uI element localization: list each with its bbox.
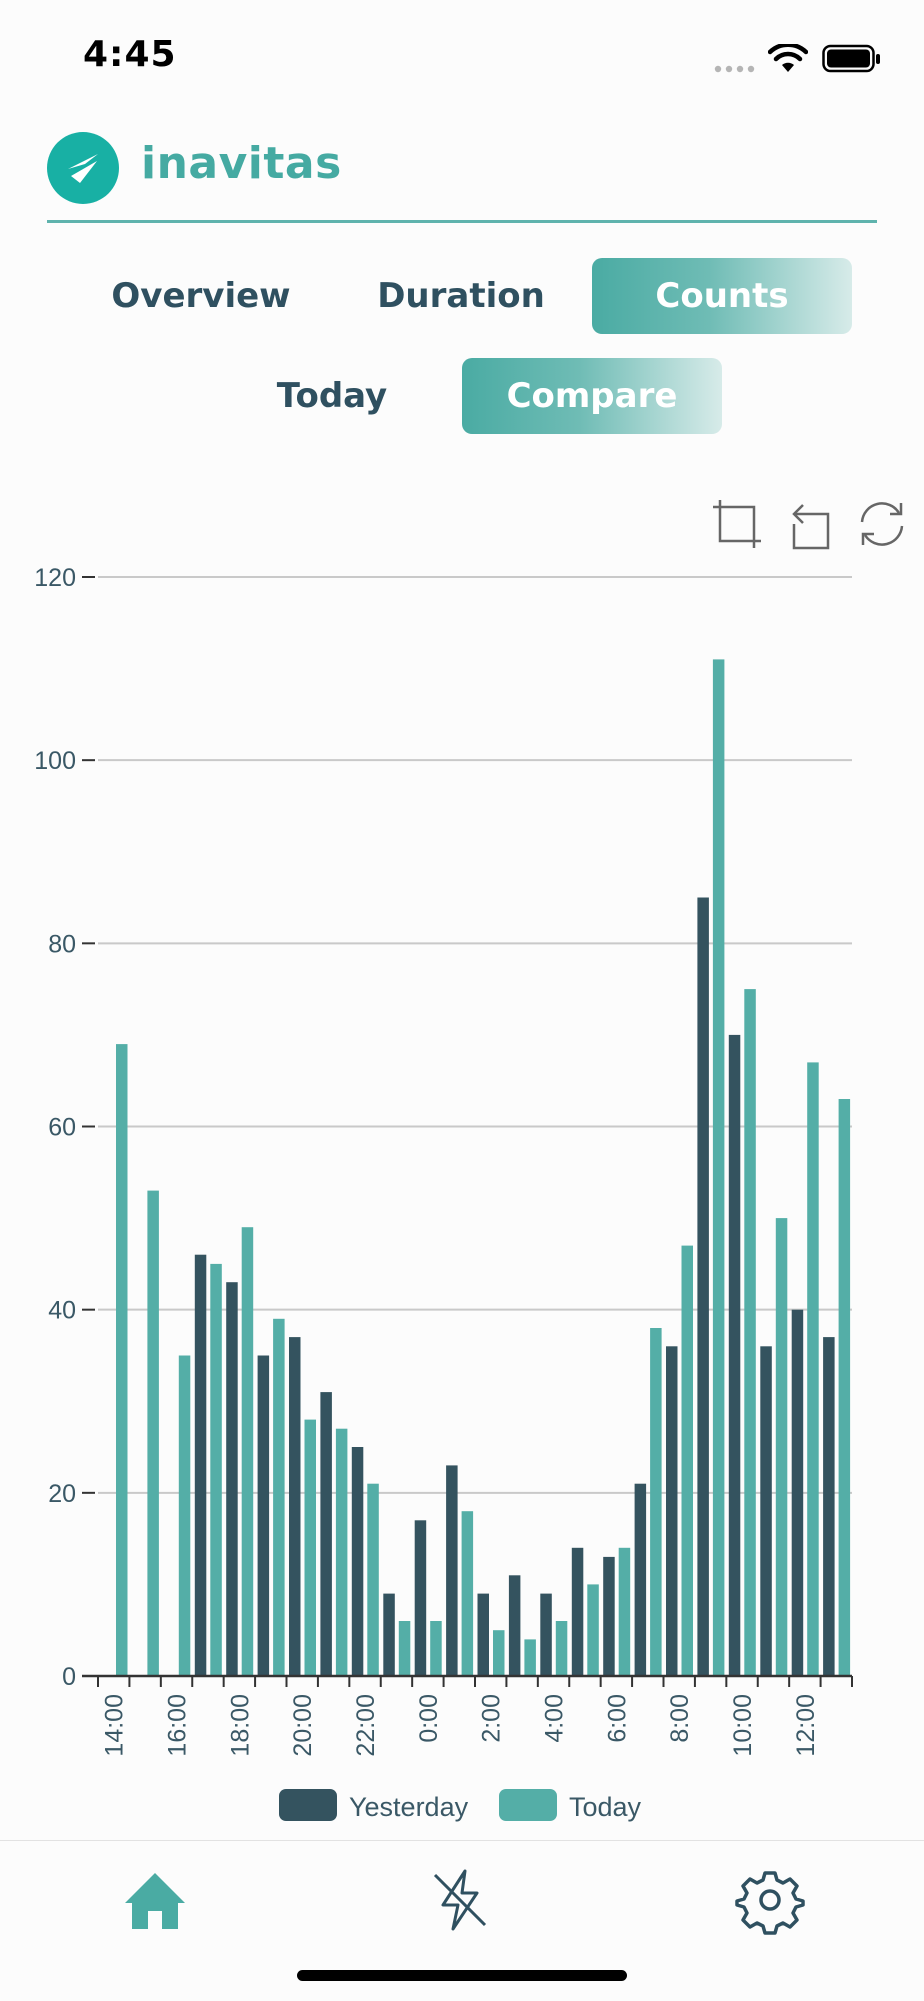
bar-yesterday[interactable] — [666, 1346, 678, 1676]
status-time: 4:45 — [83, 34, 177, 75]
x-tick-label: 10:00 — [729, 1694, 757, 1757]
y-tick-label: 0 — [62, 1663, 76, 1691]
app-header: inavitas — [0, 110, 924, 223]
y-tick-label: 60 — [48, 1114, 76, 1142]
battery-icon — [822, 44, 880, 73]
bar-yesterday[interactable] — [289, 1337, 301, 1676]
subtab-compare[interactable]: Compare — [462, 358, 722, 434]
bar-today[interactable] — [807, 1062, 819, 1676]
bar-yesterday[interactable] — [383, 1593, 395, 1676]
bar-yesterday[interactable] — [791, 1309, 804, 1676]
restore-icon[interactable] — [854, 496, 910, 552]
legend-label-yesterday[interactable]: Yesterday — [349, 1792, 469, 1822]
y-tick-label: 100 — [34, 747, 76, 775]
status-bar: 4:45 — [0, 0, 924, 110]
y-tick-label: 120 — [34, 564, 76, 592]
bar-series — [116, 659, 851, 1677]
bar-today[interactable] — [210, 1263, 222, 1676]
grid-lines — [98, 576, 852, 1494]
bar-today[interactable] — [493, 1630, 505, 1676]
bar-yesterday[interactable] — [351, 1447, 364, 1676]
bar-yesterday[interactable] — [728, 1034, 741, 1676]
bar-today[interactable] — [367, 1483, 379, 1676]
x-tick-label: 4:00 — [541, 1694, 569, 1743]
x-axis: 14:00 16:00 18:00 20:00 22:00 0:00 2:00 4:00 6:0… — [82, 1674, 853, 1757]
paper-plane-icon — [68, 154, 98, 183]
x-tick-label: 6:00 — [603, 1694, 631, 1743]
app-logo — [47, 132, 119, 204]
bar-today[interactable] — [775, 1218, 788, 1676]
bar-today[interactable] — [555, 1621, 568, 1676]
bar-yesterday[interactable] — [540, 1593, 552, 1676]
bar-yesterday[interactable] — [446, 1465, 458, 1676]
counts-compare-chart: 0 20 40 60 80 100 120 14:00 16:00 18:00 20:00 22:0… — [34, 564, 853, 1822]
bar-yesterday[interactable] — [634, 1483, 647, 1676]
bar-today[interactable] — [650, 1328, 662, 1676]
gear-icon[interactable] — [735, 1865, 805, 1935]
bar-today[interactable] — [178, 1355, 191, 1677]
x-tick-label: 18:00 — [226, 1694, 254, 1757]
bar-yesterday[interactable] — [194, 1254, 207, 1676]
x-tick-label: 20:00 — [289, 1694, 317, 1757]
legend-label-today[interactable]: Today — [569, 1792, 642, 1822]
bar-today[interactable] — [241, 1227, 254, 1676]
bar-today[interactable] — [398, 1621, 411, 1676]
bar-yesterday[interactable] — [760, 1346, 772, 1676]
bar-today[interactable] — [838, 1099, 851, 1676]
wifi-icon — [768, 44, 808, 72]
bar-today[interactable] — [524, 1639, 536, 1676]
bar-yesterday[interactable] — [603, 1556, 615, 1676]
legend-swatch-today[interactable] — [499, 1789, 557, 1821]
flash-off-icon[interactable] — [425, 1865, 495, 1935]
x-tick-label: 14:00 — [101, 1694, 129, 1757]
x-tick-label: 2:00 — [478, 1694, 506, 1743]
bar-yesterday[interactable] — [823, 1337, 835, 1676]
y-tick-label: 40 — [48, 1297, 76, 1325]
brand-name: inavitas — [141, 138, 342, 189]
tab-duration[interactable]: Duration — [377, 276, 545, 316]
bar-today[interactable] — [430, 1621, 442, 1676]
bar-yesterday[interactable] — [477, 1593, 490, 1676]
bar-yesterday[interactable] — [508, 1575, 521, 1676]
x-tick-label: 8:00 — [666, 1694, 694, 1743]
bar-today[interactable] — [744, 989, 756, 1676]
tab-counts[interactable]: Counts — [592, 258, 852, 334]
x-tick-label: 16:00 — [164, 1694, 192, 1757]
bar-today[interactable] — [335, 1428, 348, 1676]
bar-today[interactable] — [618, 1547, 631, 1676]
y-tick-label: 80 — [48, 930, 76, 958]
cellular-signal-icon — [714, 65, 755, 73]
y-axis: 0 20 40 60 80 100 120 — [34, 564, 95, 1691]
bar-yesterday[interactable] — [697, 897, 709, 1677]
bar-today[interactable] — [273, 1318, 285, 1676]
y-tick-label: 20 — [48, 1480, 76, 1508]
bar-today[interactable] — [712, 659, 725, 1676]
home-indicator — [297, 1970, 627, 1981]
bar-yesterday[interactable] — [226, 1282, 238, 1676]
bar-today[interactable] — [147, 1190, 159, 1676]
x-tick-label: 12:00 — [792, 1694, 820, 1757]
bar-today[interactable] — [461, 1511, 474, 1676]
legend[interactable]: Yesterday Today — [279, 1789, 642, 1822]
bar-yesterday[interactable] — [571, 1547, 584, 1676]
zoom-icon[interactable] — [709, 496, 765, 552]
x-tick-label: 22:00 — [352, 1694, 380, 1757]
bar-today[interactable] — [116, 1044, 128, 1676]
legend-swatch-yesterday[interactable] — [279, 1789, 337, 1821]
undo-zoom-icon[interactable] — [784, 496, 840, 552]
bar-today[interactable] — [681, 1245, 694, 1676]
header-divider — [47, 220, 877, 223]
subtab-today[interactable]: Today — [276, 376, 388, 416]
bar-yesterday[interactable] — [320, 1392, 332, 1676]
x-tick-label: 0:00 — [415, 1694, 443, 1743]
bar-yesterday[interactable] — [257, 1355, 270, 1677]
bar-today[interactable] — [587, 1584, 599, 1676]
bar-yesterday[interactable] — [414, 1520, 427, 1676]
home-icon[interactable] — [120, 1865, 190, 1935]
tab-overview[interactable]: Overview — [111, 276, 291, 316]
bar-today[interactable] — [304, 1419, 317, 1676]
